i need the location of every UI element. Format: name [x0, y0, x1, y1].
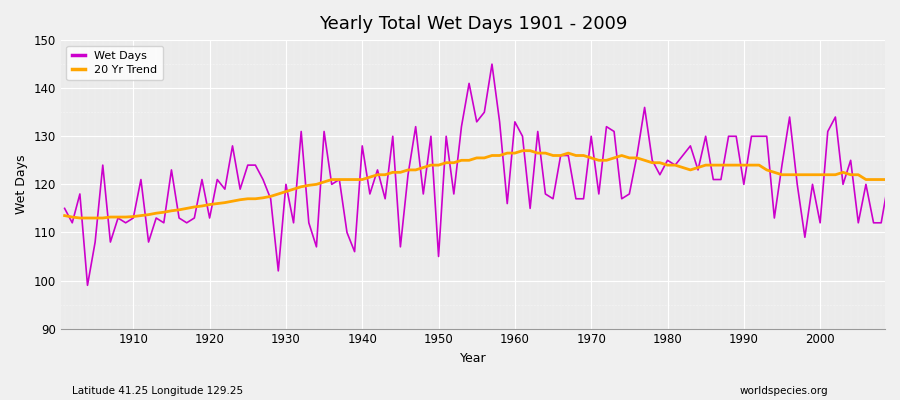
Y-axis label: Wet Days: Wet Days: [15, 154, 28, 214]
20 Yr Trend: [525, 148, 535, 153]
20 Yr Trend: [296, 184, 307, 189]
Wet Days: [518, 134, 528, 139]
20 Yr Trend: [884, 177, 895, 182]
20 Yr Trend: [59, 213, 70, 218]
20 Yr Trend: [509, 151, 520, 156]
Wet Days: [487, 62, 498, 66]
Wet Days: [82, 283, 93, 288]
Wet Days: [59, 206, 70, 211]
Line: 20 Yr Trend: 20 Yr Trend: [65, 151, 889, 218]
X-axis label: Year: Year: [460, 352, 486, 365]
Text: worldspecies.org: worldspecies.org: [740, 386, 828, 396]
Title: Yearly Total Wet Days 1901 - 2009: Yearly Total Wet Days 1901 - 2009: [319, 15, 627, 33]
Wet Days: [342, 230, 353, 235]
20 Yr Trend: [128, 214, 139, 219]
Legend: Wet Days, 20 Yr Trend: Wet Days, 20 Yr Trend: [67, 46, 163, 80]
Wet Days: [525, 206, 535, 211]
Wet Days: [128, 216, 139, 220]
20 Yr Trend: [75, 216, 86, 220]
Line: Wet Days: Wet Days: [65, 64, 889, 285]
20 Yr Trend: [518, 148, 528, 153]
20 Yr Trend: [616, 153, 627, 158]
Wet Days: [884, 177, 895, 182]
Wet Days: [296, 129, 307, 134]
Text: Latitude 41.25 Longitude 129.25: Latitude 41.25 Longitude 129.25: [72, 386, 243, 396]
20 Yr Trend: [342, 177, 353, 182]
Wet Days: [616, 196, 627, 201]
